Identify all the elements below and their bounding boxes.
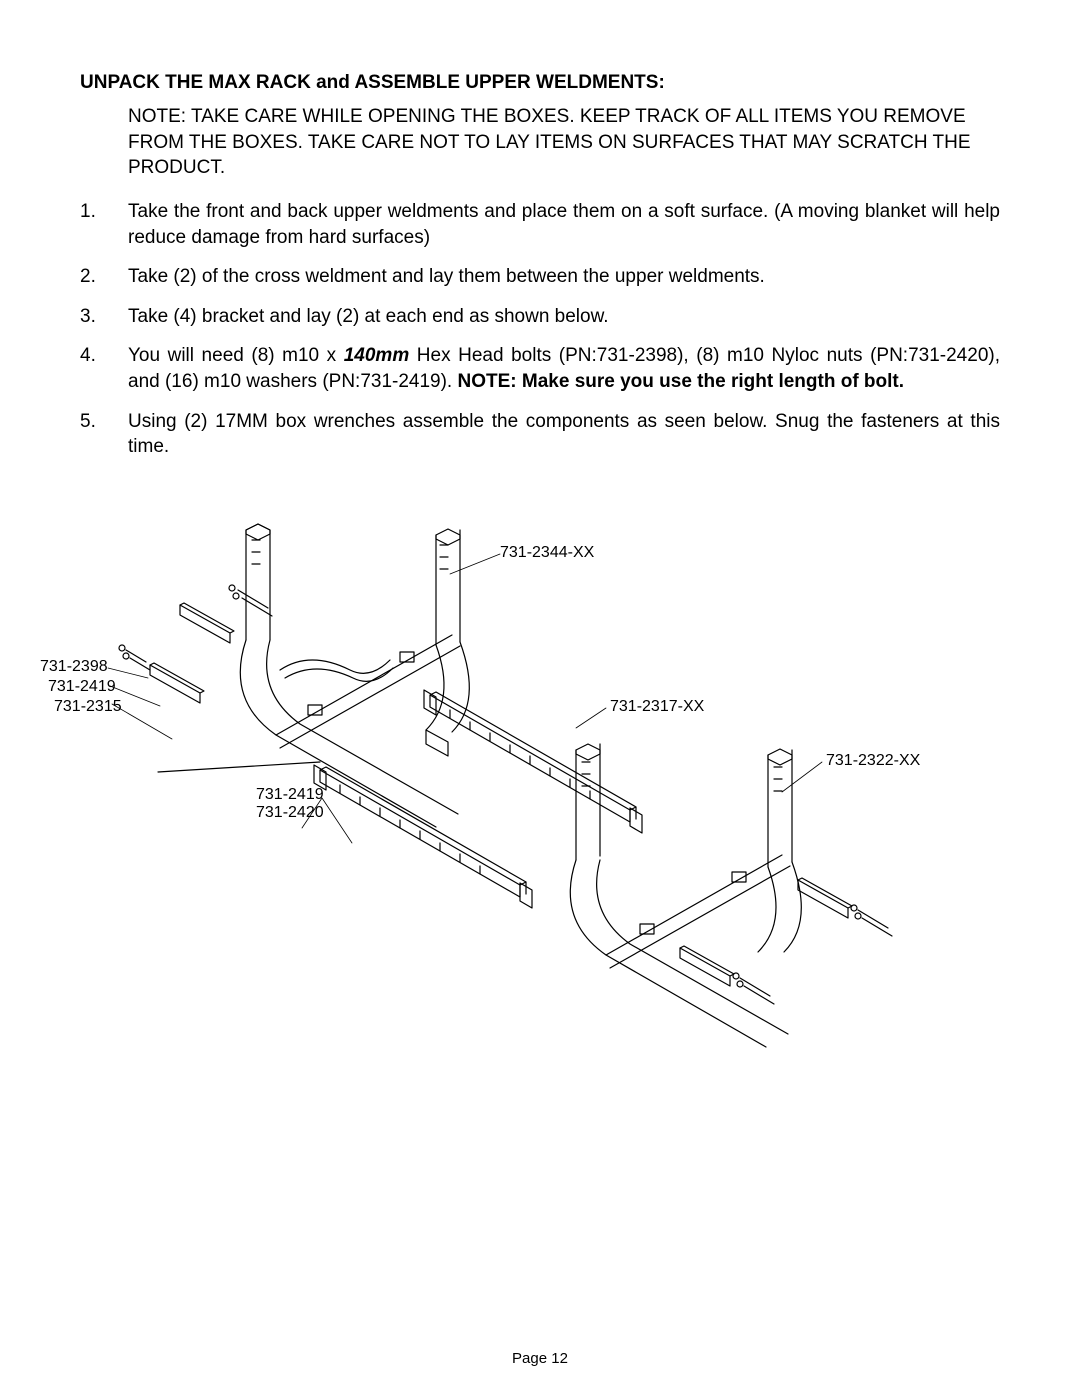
list-item: 5. Using (2) 17MM box wrenches assemble … <box>80 409 1000 460</box>
part-label: 731-2315 <box>54 698 122 716</box>
step-text: Take (4) bracket and lay (2) at each end… <box>128 304 1000 330</box>
step-number: 2. <box>80 264 128 290</box>
part-label: 731-2419 <box>48 678 116 696</box>
instruction-list: 1. Take the front and back upper weldmen… <box>80 199 1000 460</box>
step-text: You will need (8) m10 x 140mm Hex Head b… <box>128 343 1000 394</box>
leader-lines <box>108 554 822 843</box>
step-number: 4. <box>80 343 128 394</box>
left-brackets <box>119 585 272 703</box>
part-label: 731-2420 <box>256 804 324 822</box>
list-item: 1. Take the front and back upper weldmen… <box>80 199 1000 250</box>
part-label: 731-2322-XX <box>826 752 920 770</box>
part-label: 731-2398 <box>40 658 108 676</box>
diagram-svg <box>40 510 940 1070</box>
part-label: 731-2419 <box>256 786 324 804</box>
bold-note: NOTE: Make sure you use the right length… <box>458 371 905 392</box>
page-number: Page 12 <box>0 1350 1080 1367</box>
step-number: 3. <box>80 304 128 330</box>
bolt-size: 140mm <box>344 345 410 366</box>
front-weldment <box>240 524 469 827</box>
assembly-diagram: 731-2344-XX 731-2398 731-2419 731-2315 7… <box>40 510 940 1070</box>
step-text-part: You will need (8) m10 x <box>128 345 344 366</box>
right-brackets <box>680 878 892 1004</box>
note-text: NOTE: TAKE CARE WHILE OPENING THE BOXES.… <box>128 104 1000 181</box>
part-label: 731-2344-XX <box>500 544 594 562</box>
step-text: Using (2) 17MM box wrenches assemble the… <box>128 409 1000 460</box>
step-text: Take (2) of the cross weldment and lay t… <box>128 264 1000 290</box>
list-item: 3. Take (4) bracket and lay (2) at each … <box>80 304 1000 330</box>
step-number: 1. <box>80 199 128 250</box>
list-item: 4. You will need (8) m10 x 140mm Hex Hea… <box>80 343 1000 394</box>
list-item: 2. Take (2) of the cross weldment and la… <box>80 264 1000 290</box>
step-text: Take the front and back upper weldments … <box>128 199 1000 250</box>
cross-weldment-bottom <box>158 762 532 908</box>
part-label: 731-2317-XX <box>610 698 704 716</box>
section-heading: UNPACK THE MAX RACK and ASSEMBLE UPPER W… <box>80 72 1000 94</box>
step-number: 5. <box>80 409 128 460</box>
